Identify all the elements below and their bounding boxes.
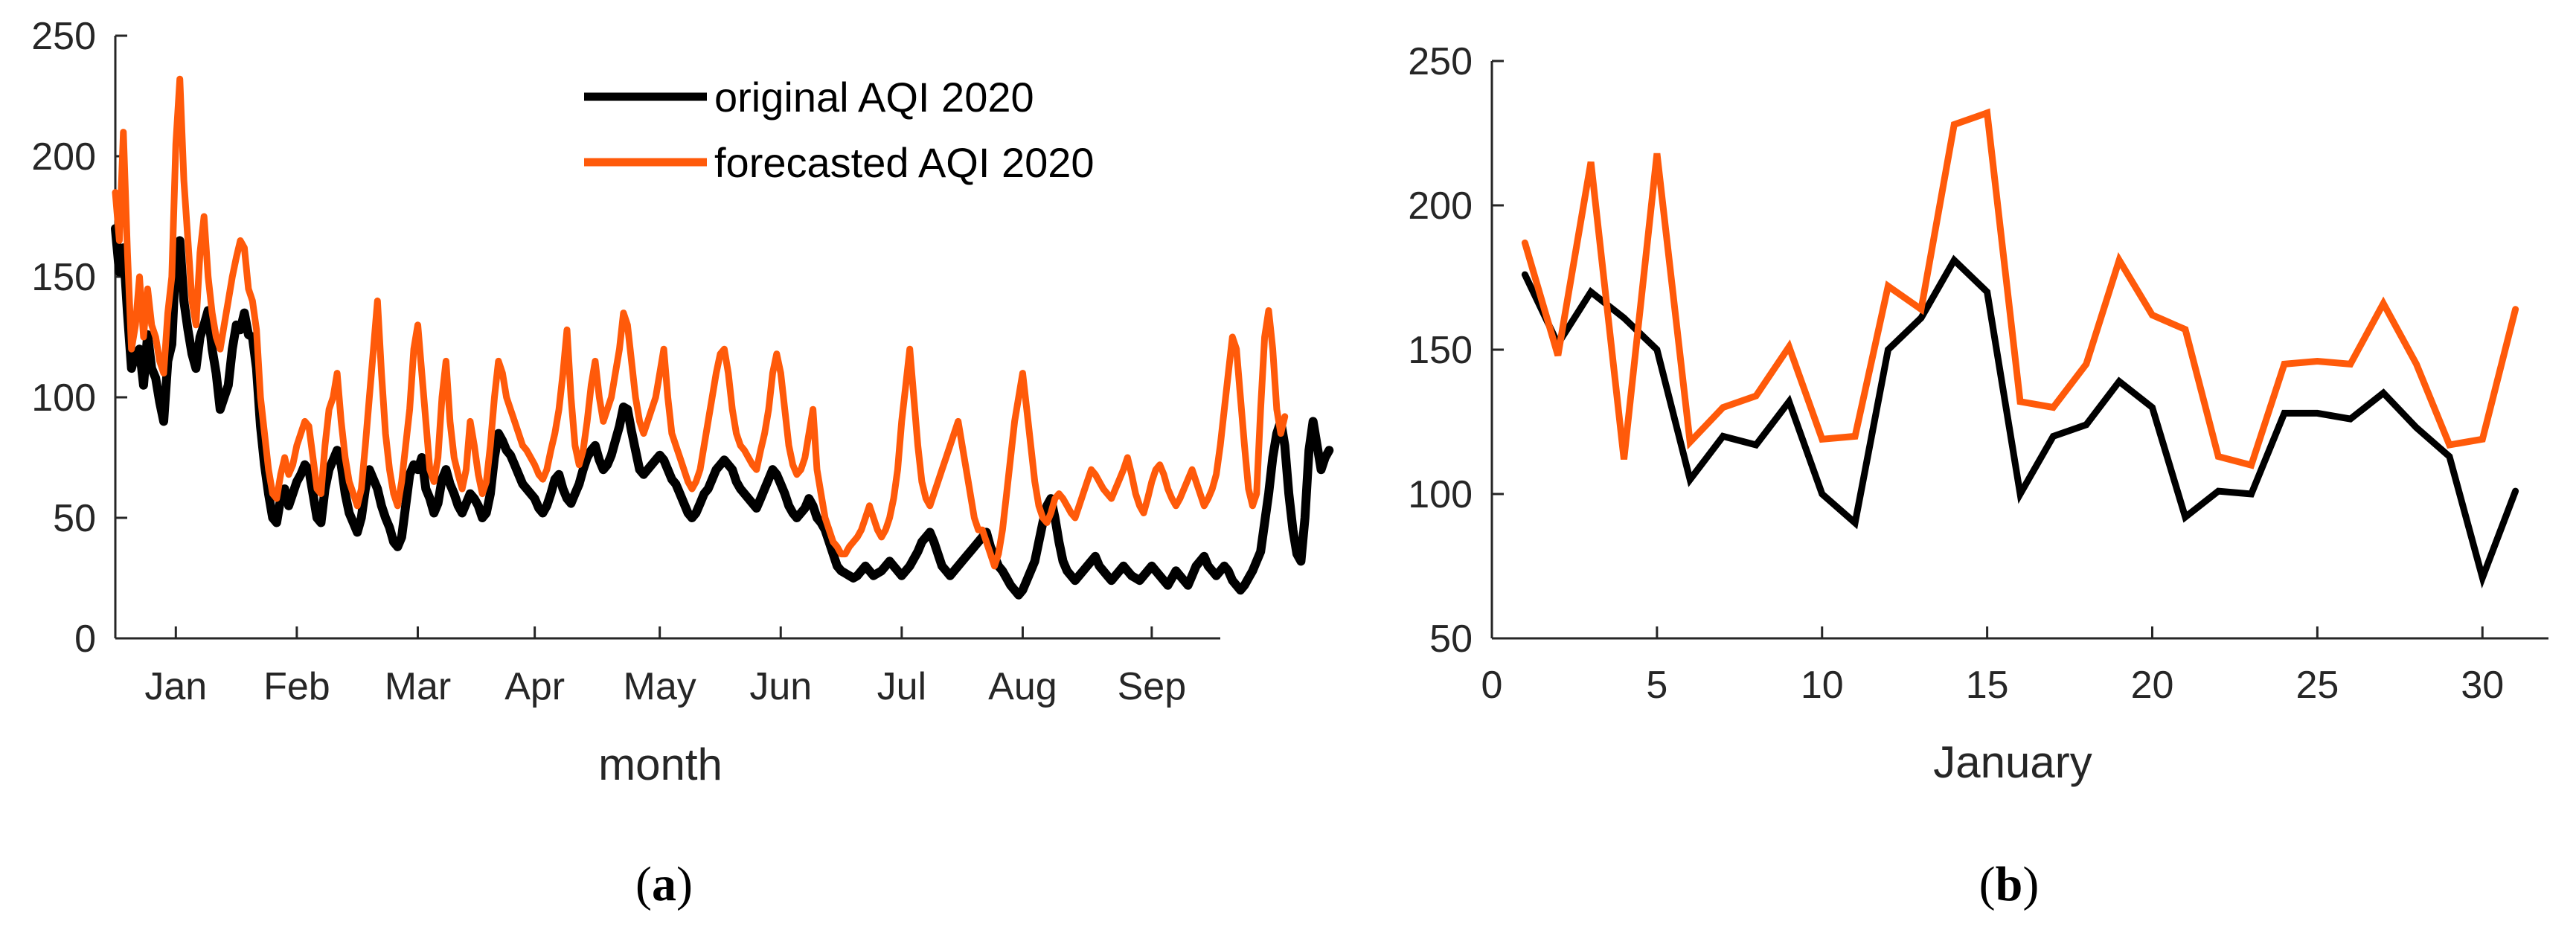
panel-b-chart: 50 100 150 200 250 0 5 10 15 20 25 30 January (b) (1408, 40, 2548, 911)
panel-b-y-tick-label: 200 (1408, 185, 1473, 228)
panel-a-y-tick-label: 250 (31, 15, 96, 58)
panel-a-x-tick-label: Jun (749, 665, 812, 708)
panel-a-x-tick-label: Mar (385, 665, 452, 708)
panel-b-x-tick-label: 25 (2295, 664, 2339, 707)
panel-a-x-tick-label: Feb (263, 665, 330, 708)
panel-a-y-tick-label: 100 (31, 376, 96, 420)
panel-a-y-tick-label: 0 (74, 618, 96, 661)
panel-b-y-tick-label: 150 (1408, 329, 1473, 372)
panel-a-x-tick-label: May (624, 665, 696, 708)
panel-b-x-tick-label: 20 (2131, 664, 2174, 707)
panel-a-x-tick-label: Jan (144, 665, 207, 708)
panel-b-y-tick-label: 100 (1408, 473, 1473, 516)
panel-b-y-tick-label: 250 (1408, 40, 1473, 83)
panel-b-label-letter: b (1996, 857, 2023, 911)
panel-a-legend-label-original: original AQI 2020 (714, 74, 1034, 121)
panel-b-x-axis-title: January (1933, 737, 2092, 787)
panel-a-x-tick-label: Aug (988, 665, 1057, 708)
panel-a-y-tick-label: 200 (31, 135, 96, 179)
panel-a-series-line-original (111, 224, 1334, 600)
panel-a-x-tick-label: Apr (504, 665, 565, 708)
panel-a-y-tick-label: 50 (53, 497, 96, 540)
panel-b-y-tick-label: 50 (1429, 618, 1473, 661)
panel-b-series-line-forecast (1521, 108, 2519, 469)
panel-a-y-tick-label: 150 (31, 256, 96, 299)
panel-a-label-letter: a (652, 857, 676, 911)
panel-a-label: (a) (635, 857, 693, 911)
panel-b-x-tick-label: 15 (1966, 664, 2009, 707)
panel-b-x-tick-label: 30 (2461, 664, 2504, 707)
panel-a-x-tick-label: Sep (1118, 665, 1187, 708)
panel-b-x-tick-label: 10 (1801, 664, 1844, 707)
panel-a-x-tick-label: Jul (877, 665, 926, 708)
panel-a-legend-label-forecast: forecasted AQI 2020 (714, 139, 1095, 186)
panel-a-x-axis-title: month (598, 740, 723, 789)
panel-a-chart: 0 50 100 150 200 250 Jan Feb Mar Apr May Jun Jul Aug S… (31, 15, 1334, 911)
panel-b-x-tick-label: 5 (1646, 664, 1667, 707)
panel-b-x-tick-label: 0 (1481, 664, 1503, 707)
panel-b-series-line-original (1521, 254, 2519, 589)
panel-a-series-line-forecast (112, 75, 1289, 570)
panel-b-label: (b) (1979, 857, 2040, 911)
